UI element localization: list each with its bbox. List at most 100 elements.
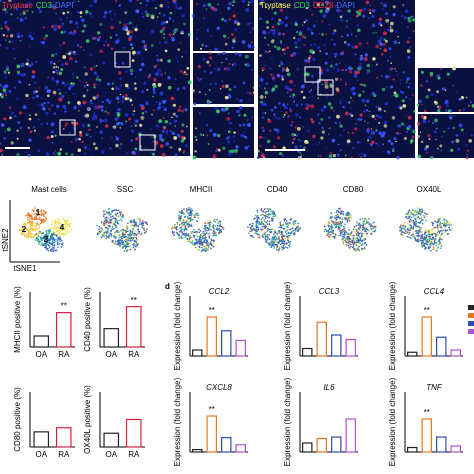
cell-speck [164,119,169,124]
tsne-point [179,215,182,218]
tsne-point [208,223,211,225]
tsne-point [278,237,280,239]
tsne-point [415,213,418,215]
tsne-point [347,211,350,214]
cell-speck [317,97,319,99]
tsne-point [415,229,417,232]
tsne-point [287,232,289,235]
tsne-point [425,243,428,245]
tsne-point [136,233,139,235]
cell-speck [232,14,236,18]
cell-speck [395,70,397,72]
tsne-point [61,233,63,235]
tsne-point [116,222,119,225]
tsne-point [435,249,438,252]
tsne-point [361,217,364,220]
cell-speck [246,91,249,94]
cell-speck [339,15,343,19]
tsne-point [67,231,69,234]
tsne-point [50,237,52,240]
tsne-point [287,222,289,225]
tsne-point [263,219,266,221]
tsne-point [450,224,452,226]
cell-speck [407,125,412,129]
tsne-point [284,240,286,242]
tsne-point [354,250,356,252]
tsne-point [403,222,406,224]
tsne-point [278,226,280,229]
bar [421,418,432,453]
cell-speck [293,84,296,87]
tsne-point [205,224,207,227]
cell-speck [92,142,96,146]
cell-speck [342,105,345,109]
tsne-point [356,247,359,250]
tsne-point [196,214,198,217]
tsne-point [268,214,270,216]
cell-speck [292,51,297,56]
tsne-point [330,212,332,215]
cell-speck [221,17,224,21]
cell-speck [195,37,198,40]
tsne-point [338,211,340,214]
tsne-point [143,227,145,230]
cell-speck [346,142,349,145]
tsne-point [48,241,51,243]
cell-speck [103,118,108,123]
tsne-point [107,217,109,220]
cell-speck [55,12,57,15]
tsne-point [203,227,205,230]
tsne-point [142,224,144,227]
tsne-point [439,247,442,250]
tsne-point [64,227,66,230]
tsne-point [132,243,135,245]
cell-speck [402,104,407,108]
cell-speck [193,89,195,92]
cell-speck [376,76,379,79]
tsne-point [286,247,289,249]
tsne-point [61,243,63,246]
cell-speck [244,127,247,130]
tsne-point [61,242,64,244]
cell-speck [379,47,382,50]
tsne-point [107,225,110,227]
tsne-point [264,220,266,223]
tsne-point [111,215,114,218]
cell-speck [192,155,197,160]
tsne-point [208,237,211,239]
cell-speck [56,104,60,109]
tsne-label: tSNE2 [1,228,10,252]
tsne-point [282,249,284,252]
cell-speck [13,114,17,118]
cell-speck [68,87,71,91]
tsne-point [30,214,33,217]
cell-speck [205,45,208,48]
cell-speck [407,18,412,23]
cell-speck [174,125,177,127]
tsne-point [129,245,131,247]
cell-speck [283,105,288,110]
tsne-point [35,218,38,221]
cell-speck [407,115,412,120]
cell-speck [451,140,455,144]
cell-speck [129,21,132,25]
tsne-point [123,234,126,237]
tsne-point [436,225,439,227]
cell-speck [92,96,97,100]
tsne-point [287,224,290,227]
cell-speck [274,45,277,48]
tsne-point [29,225,31,228]
tsne-point [46,234,48,237]
cell-speck [354,71,358,75]
tsne-point [414,236,416,239]
cell-speck [72,76,75,78]
cell-speck [447,109,451,113]
tsne-point [281,246,284,249]
cell-speck [82,94,86,98]
tsne-point [356,229,359,232]
cell-speck [282,32,285,36]
cell-speck [239,124,242,127]
chart-title: CCL4 [424,287,445,296]
tsne-point [271,242,273,244]
tsne-point [404,216,407,218]
